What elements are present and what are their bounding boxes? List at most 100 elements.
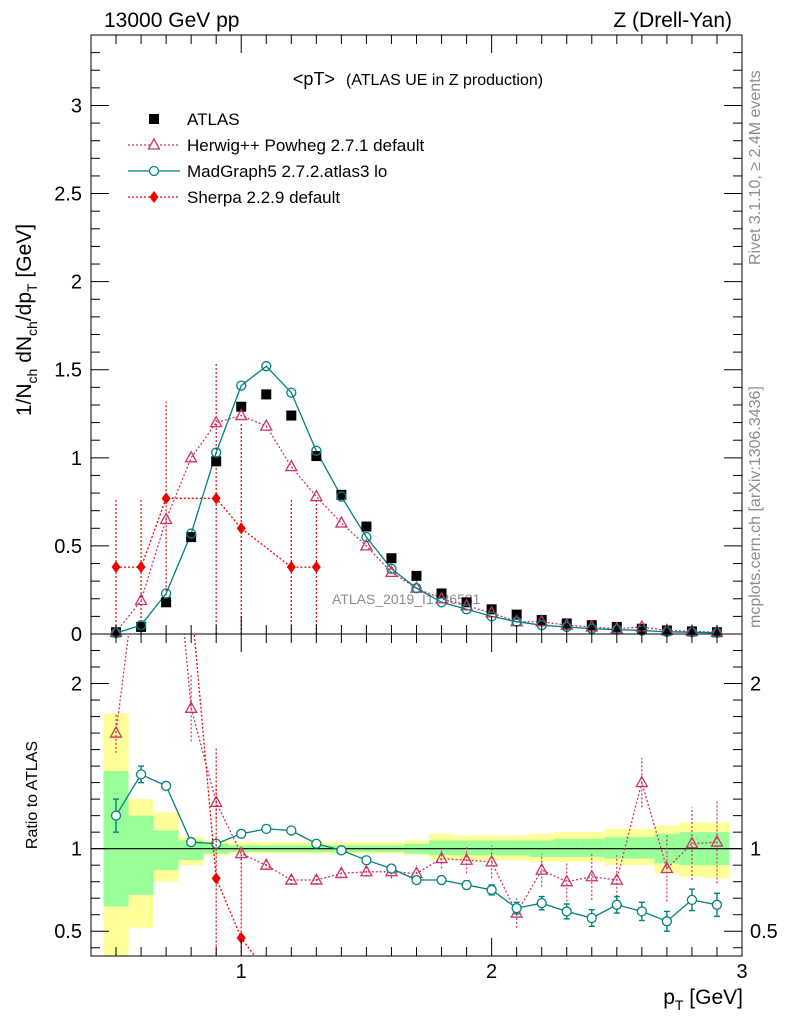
- madgraph-ratio-point: [311, 838, 322, 849]
- madgraph-point: [336, 491, 347, 502]
- madgraph-ratio-point: [160, 780, 172, 792]
- ratio-band-inner: [579, 838, 605, 857]
- madgraph-ratio-point: [486, 884, 497, 896]
- main-y-tick-label: 1: [71, 448, 82, 470]
- herwig-ratio-point: [434, 851, 449, 864]
- ratio-y-tick-label-right: 2: [750, 674, 761, 696]
- herwig-point: [334, 515, 348, 528]
- ratio-band-inner: [504, 840, 530, 856]
- x-tick-label: 1: [236, 961, 247, 983]
- herwig-point: [384, 564, 399, 577]
- herwig-ratio-point: [359, 864, 374, 877]
- legend: ATLAS Herwig++ Powheg 2.7.1 default MadGra…: [128, 110, 424, 207]
- madgraph-ratio-point: [436, 874, 447, 886]
- main-y-tick-label: 2: [71, 272, 82, 294]
- ratio-band-inner: [479, 840, 505, 856]
- madgraph-ratio-point: [686, 894, 698, 906]
- legend-label-herwig: Herwig++ Powheg 2.7.1 default: [187, 136, 424, 155]
- madgraph-point: [236, 380, 247, 391]
- herwig-point: [359, 538, 374, 551]
- atlas-point: [561, 618, 572, 629]
- xlabel-part-b: T: [675, 997, 684, 1013]
- madgraph-point: [261, 361, 272, 372]
- madgraph-point: [411, 583, 422, 594]
- madgraph-ratio-point: [286, 825, 297, 836]
- herwig-ratio-point: [660, 861, 674, 874]
- atlas-point: [411, 570, 422, 581]
- madgraph-ratio-point: [461, 879, 472, 891]
- sherpa-point: [311, 561, 321, 574]
- ylabel-part-b: ch: [24, 369, 40, 384]
- atlas-point: [211, 456, 222, 467]
- ylabel-part-d: ch: [24, 321, 40, 336]
- atlas-point: [486, 604, 497, 615]
- legend-label-sherpa: Sherpa 2.2.9 default: [187, 188, 340, 207]
- atlas-point: [311, 451, 322, 462]
- herwig-ratio-point: [184, 700, 198, 713]
- main-y-tick-label: 0: [71, 624, 82, 646]
- herwig-point: [209, 415, 223, 428]
- ratio-band-inner: [128, 815, 154, 895]
- madgraph-ratio-point: [186, 836, 197, 848]
- madgraph-ratio-point: [261, 823, 272, 835]
- herwig-point: [134, 593, 148, 606]
- ylabel-part-f: T: [24, 283, 40, 292]
- chart-title: <pT> (ATLAS UE in Z production): [293, 69, 543, 89]
- ratio-band-inner: [554, 838, 580, 857]
- sherpa-point: [211, 492, 221, 505]
- madgraph-ratio-point: [661, 916, 673, 927]
- madgraph-ratio-point: [636, 906, 647, 917]
- madgraph-point: [386, 563, 397, 574]
- atlas-point: [461, 597, 472, 608]
- madgraph-ratio-point: [561, 906, 572, 917]
- atlas-point: [161, 597, 172, 608]
- xlabel-part-a: p: [663, 986, 675, 1009]
- atlas-point: [186, 532, 197, 543]
- herwig-ratio-point: [560, 874, 574, 887]
- main-y-tick-label: 2.5: [54, 184, 82, 206]
- madgraph-ratio-point: [386, 863, 397, 874]
- ylabel-part-g: [GeV]: [13, 224, 36, 284]
- herwig-point: [434, 591, 449, 604]
- herwig-ratio-point: [309, 872, 323, 885]
- herwig-point: [234, 408, 248, 421]
- herwig-ratio-point: [635, 775, 649, 788]
- herwig-point: [284, 459, 298, 472]
- madgraph-ratio-point: [511, 902, 522, 914]
- herwig-ratio-point: [535, 862, 549, 875]
- madgraph-ratio-point: [336, 845, 347, 856]
- header-left: 13000 GeV pp: [104, 9, 239, 32]
- legend-herwig-marker: [147, 137, 161, 150]
- xlabel-part-c: [GeV]: [683, 986, 743, 1009]
- chart-title-main: <pT>: [293, 69, 335, 89]
- ratio-y-tick-label-right: 1: [750, 839, 761, 861]
- madgraph-ratio-point: [110, 810, 122, 821]
- main-y-tick-label: 0.5: [54, 536, 82, 558]
- x-tick-label: 3: [736, 961, 747, 983]
- ratio-band-inner: [178, 840, 204, 861]
- atlas-point: [286, 410, 297, 421]
- header-right: Z (Drell-Yan): [613, 9, 732, 32]
- ratio-bands: [91, 713, 742, 956]
- madgraph-point: [311, 445, 322, 456]
- herwig-ratio-point: [610, 872, 624, 885]
- madgraph-point: [461, 604, 472, 615]
- madgraph-ratio-point: [236, 828, 247, 839]
- madgraph-ratio-point: [586, 912, 597, 924]
- x-axis-label: pT [GeV]: [663, 986, 743, 1013]
- herwig-ratio-point: [234, 846, 248, 859]
- herwig-ratio-point: [685, 836, 699, 849]
- ylabel-part-c: dN: [13, 336, 36, 369]
- main-y-label: 1/Nch dNch/dpT [GeV]: [13, 224, 40, 416]
- x-tick-label: 2: [486, 961, 497, 983]
- atlas-point: [536, 614, 547, 625]
- madgraph-point: [160, 588, 172, 599]
- sherpa-ratio-point: [211, 872, 221, 885]
- ratio-axes: 0.5 0.5 1 1 2 2 1 2 3: [54, 634, 778, 983]
- atlas-point: [236, 401, 247, 412]
- sherpa-point: [136, 561, 146, 574]
- ratio-band-inner: [153, 830, 179, 871]
- atlas-point: [336, 489, 347, 500]
- atlas-point: [261, 389, 272, 400]
